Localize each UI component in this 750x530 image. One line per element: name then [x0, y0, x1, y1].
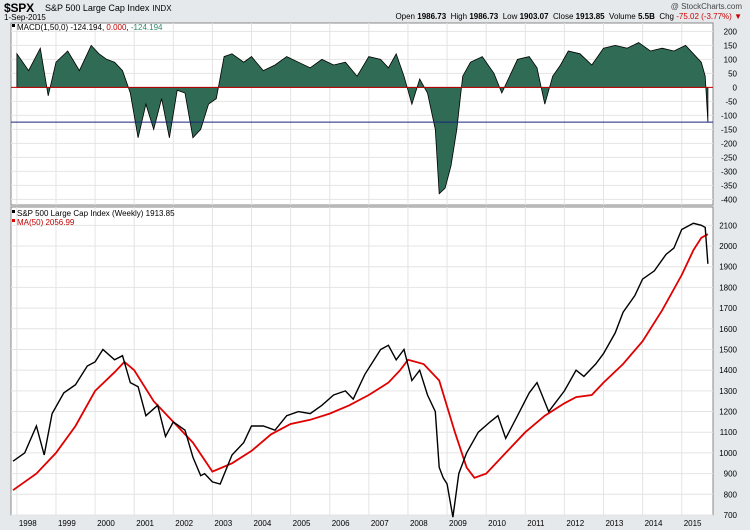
price-y-tick-label: 1000 — [719, 449, 737, 458]
macd-plot-area — [10, 22, 714, 206]
x-tick-label: 2000 — [97, 519, 115, 528]
chg-value: -75.02 (-3.77%) — [676, 12, 732, 21]
macd-y-tick-label: -350 — [721, 181, 738, 190]
close-value: 1913.85 — [575, 12, 605, 21]
macd-gridlines — [11, 23, 713, 205]
x-tick-label: 2004 — [254, 519, 272, 528]
price-y-tick-label: 1400 — [719, 366, 737, 375]
price-y-tick-label: 2000 — [719, 242, 737, 251]
price-y-tick-label: 700 — [724, 511, 738, 520]
price-gridlines — [11, 207, 713, 516]
x-tick-label: 2013 — [605, 519, 623, 528]
macd-y-tick-label: 200 — [724, 27, 738, 36]
x-tick-label: 2006 — [332, 519, 350, 528]
price-y-tick-label: 800 — [724, 490, 738, 499]
high-label: High — [450, 12, 468, 21]
security-name: S&P 500 Large Cap Index — [45, 3, 150, 13]
price-y-tick-label: 900 — [724, 470, 738, 479]
price-y-tick-label: 2100 — [719, 221, 737, 230]
macd-y-tick-label: 100 — [724, 55, 738, 64]
macd-legend-hist: -124.194 — [131, 23, 163, 32]
price-y-tick-label: 1200 — [719, 408, 737, 417]
x-tick-label: 1999 — [58, 519, 76, 528]
macd-y-tick-label: 150 — [724, 41, 738, 50]
price-y-tick-label: 1900 — [719, 263, 737, 272]
price-y-tick-label: 1600 — [719, 325, 737, 334]
macd-y-tick-label: -150 — [721, 125, 738, 134]
macd-y-tick-label: 50 — [728, 69, 737, 78]
quote-summary: Open 1986.73 High 1986.73 Low 1903.07 Cl… — [395, 12, 742, 21]
open-value: 1986.73 — [417, 12, 447, 21]
x-tick-label: 2009 — [449, 519, 467, 528]
price-line-series — [12, 222, 709, 518]
price-y-tick-label: 1800 — [719, 283, 737, 292]
x-tick-label: 2014 — [645, 519, 663, 528]
ma-legend-swatch — [12, 219, 15, 222]
price-y-tick-label: 1700 — [719, 304, 737, 313]
macd-legend-swatch — [12, 24, 15, 27]
x-tick-label: 2005 — [293, 519, 311, 528]
x-tick-label: 2011 — [527, 519, 545, 528]
chart-header: $SPX S&P 500 Large Cap Index INDX 1-Sep-2… — [0, 0, 750, 22]
ma-legend: MA(50) 2056.99 — [17, 218, 75, 227]
brand-watermark: @ StockCharts.com — [670, 2, 742, 11]
x-tick-label: 2003 — [214, 519, 232, 528]
volume-label: Volume — [609, 12, 636, 21]
exchange-label: INDX — [152, 4, 172, 13]
macd-y-tick-label: -300 — [721, 167, 738, 176]
macd-panel: 200 150 100 50 0 -50 -100 -150 -200 -250 -300 -350 -… — [10, 22, 738, 206]
price-y-tick-label: 1300 — [719, 387, 737, 396]
macd-area-series — [16, 42, 709, 195]
chg-down-arrow-icon: ▼ — [734, 12, 742, 21]
macd-y-tick-label: -100 — [721, 111, 738, 120]
chart-date: 1-Sep-2015 — [4, 13, 46, 22]
x-tick-label: 1998 — [19, 519, 37, 528]
ma50-line-series — [12, 233, 709, 491]
x-tick-label: 2002 — [175, 519, 193, 528]
price-y-tick-label: 1500 — [719, 345, 737, 354]
x-tick-label: 2008 — [410, 519, 428, 528]
price-panel: 700 800 900 1000 1100 1200 1300 1400 1500 1600 170… — [10, 206, 738, 528]
low-value: 1903.07 — [519, 12, 549, 21]
price-legend: S&P 500 Large Cap Index (Weekly) 1913.85 — [17, 209, 175, 218]
macd-y-tick-label: -250 — [721, 153, 738, 162]
price-y-axis: 700 800 900 1000 1100 1200 1300 1400 1500 1600 170… — [719, 221, 737, 520]
macd-y-tick-label: -50 — [725, 97, 737, 106]
x-axis: 1998 1999 2000 2001 2002 2003 2004 2005 2006 2007… — [19, 519, 702, 528]
macd-legend-label: MACD(1,50,0) — [17, 23, 68, 32]
macd-y-axis: 200 150 100 50 0 -50 -100 -150 -200 -250 -300 -350 -… — [721, 27, 738, 204]
high-value: 1986.73 — [469, 12, 499, 21]
macd-y-tick-label: -200 — [721, 139, 738, 148]
macd-legend: MACD(1,50,0) -124.194, 0.000, -124.194 — [17, 23, 163, 32]
security-description: S&P 500 Large Cap Index INDX — [45, 3, 172, 13]
x-tick-label: 2010 — [488, 519, 506, 528]
macd-y-tick-label: 0 — [733, 83, 738, 92]
price-y-tick-label: 1100 — [720, 428, 738, 437]
volume-value: 5.5B — [637, 12, 655, 21]
ticker-symbol: $SPX — [4, 1, 34, 15]
price-plot-area — [10, 206, 714, 516]
x-tick-label: 2007 — [371, 519, 389, 528]
x-tick-label: 2015 — [684, 519, 702, 528]
price-legend-swatch — [12, 210, 15, 213]
x-tick-label: 2001 — [136, 519, 154, 528]
x-tick-label: 2012 — [566, 519, 584, 528]
close-label: Close — [552, 12, 574, 21]
macd-legend-signal: 0.000 — [106, 23, 127, 32]
macd-legend-value: -124.194 — [70, 23, 102, 32]
chg-label: Chg — [659, 12, 675, 21]
open-label: Open — [395, 12, 416, 21]
low-label: Low — [502, 12, 518, 21]
macd-y-tick-label: -400 — [721, 195, 738, 204]
